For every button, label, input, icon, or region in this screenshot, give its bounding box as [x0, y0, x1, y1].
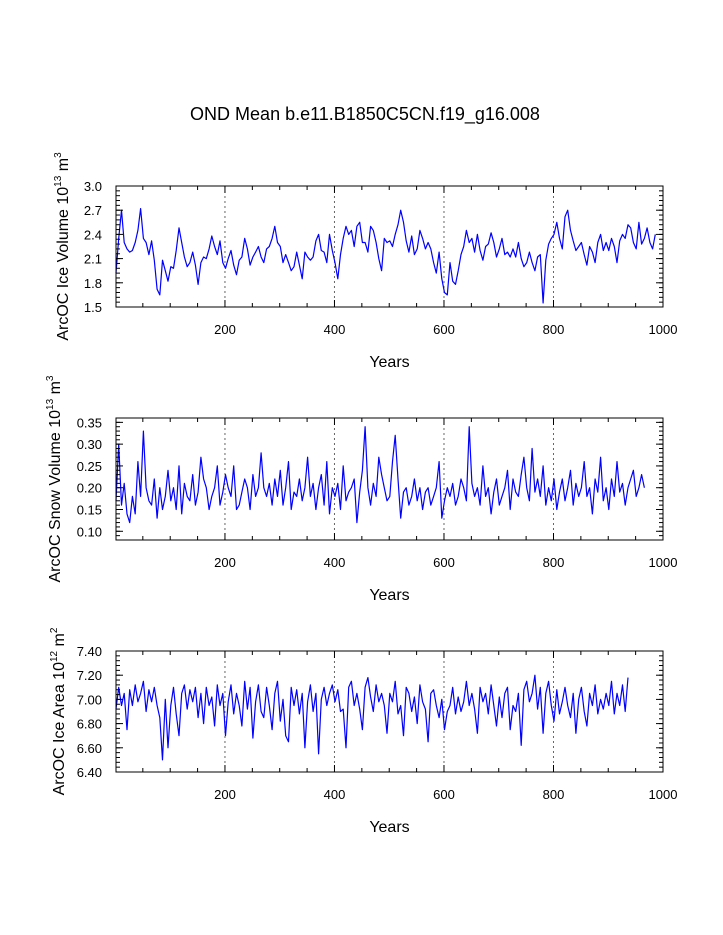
y-tick-label: 6.60 [77, 741, 102, 756]
y-tick-label: 7.00 [77, 692, 102, 707]
y-tick-label: 6.80 [77, 717, 102, 732]
x-tick-label: 400 [324, 555, 346, 570]
x-tick-label: 800 [543, 555, 565, 570]
x-tick-label: 600 [433, 322, 455, 337]
y-tick-label: 3.0 [84, 179, 102, 194]
y-tick-label: 1.5 [84, 300, 102, 315]
y-tick-label: 0.25 [77, 459, 102, 474]
chart-panel-2: 200 400 600 800 1000 0.10 0.15 0.20 0.25 0.30 0.35… [45, 375, 677, 604]
plot-frame [115, 185, 664, 308]
y-tick-label: 6.40 [77, 765, 102, 780]
series-line [115, 426, 645, 524]
y-axis-label-superscript: 3 [53, 152, 64, 158]
y-tick-label: 0.10 [77, 524, 102, 539]
x-tick-label: 1000 [649, 555, 678, 570]
y-axis-label-text: m [51, 633, 68, 651]
y-axis-label-text: ArcOC Ice Area 10 [51, 662, 68, 795]
x-tick-label: 400 [324, 322, 346, 337]
y-tick-label: 2.4 [84, 227, 102, 242]
y-axis-label-text: m [55, 158, 72, 176]
x-tick-label: 1000 [649, 322, 678, 337]
y-axis-label-superscript: 13 [45, 398, 56, 410]
y-tick-label: 0.30 [77, 437, 102, 452]
y-tick-label: 2.1 [84, 252, 102, 267]
chart-panel-3: 200 400 600 800 1000 6.40 6.60 6.80 7.00 7.20 7.40… [49, 627, 677, 836]
y-axis-label-text: ArcOC Ice Volume 10 [55, 187, 72, 341]
x-tick-label: 1000 [649, 787, 678, 802]
x-tick-label: 200 [214, 555, 236, 570]
chart-panels: 200 400 600 800 1000 1.5 1.8 2.1 2.4 2.7 3.0 Years A… [45, 152, 677, 836]
y-tick-label: 0.20 [77, 481, 102, 496]
plot-frame [115, 417, 664, 541]
x-tick-label: 600 [433, 555, 455, 570]
y-axis-label-superscript: 3 [45, 375, 56, 381]
x-tick-label: 800 [543, 787, 565, 802]
y-tick-label: 7.20 [77, 668, 102, 683]
y-axis-label-superscript: 12 [49, 650, 60, 662]
y-axis-label: ArcOC Snow Volume 1013 m3 [45, 375, 64, 582]
y-axis-label-text: ArcOC Snow Volume 10 [47, 410, 64, 583]
chart-title: OND Mean b.e11.B1850C5CN.f19_g16.008 [190, 104, 540, 125]
y-tick-label: 7.40 [77, 644, 102, 659]
x-tick-label: 200 [214, 787, 236, 802]
x-tick-label: 800 [543, 322, 565, 337]
x-axis-label: Years [369, 587, 409, 604]
y-axis-label-superscript: 13 [53, 175, 64, 187]
series-line [115, 208, 656, 304]
y-axis-label: ArcOC Ice Volume 1013 m3 [53, 152, 72, 341]
x-tick-label: 600 [433, 787, 455, 802]
y-tick-label: 0.35 [77, 415, 102, 430]
y-axis-label: ArcOC Ice Area 1012 m2 [49, 627, 68, 795]
x-tick-label: 400 [324, 787, 346, 802]
x-axis-label: Years [369, 354, 409, 371]
y-axis-label-superscript: 2 [49, 627, 60, 633]
chart-panel-1: 200 400 600 800 1000 1.5 1.8 2.1 2.4 2.7 3.0 Years A… [53, 152, 677, 371]
x-tick-label: 200 [214, 322, 236, 337]
series-line [115, 674, 629, 761]
y-tick-label: 1.8 [84, 276, 102, 291]
x-axis-label: Years [369, 819, 409, 836]
y-tick-label: 2.7 [84, 203, 102, 218]
y-tick-label: 0.15 [77, 503, 102, 518]
y-axis-label-text: m [47, 381, 64, 399]
